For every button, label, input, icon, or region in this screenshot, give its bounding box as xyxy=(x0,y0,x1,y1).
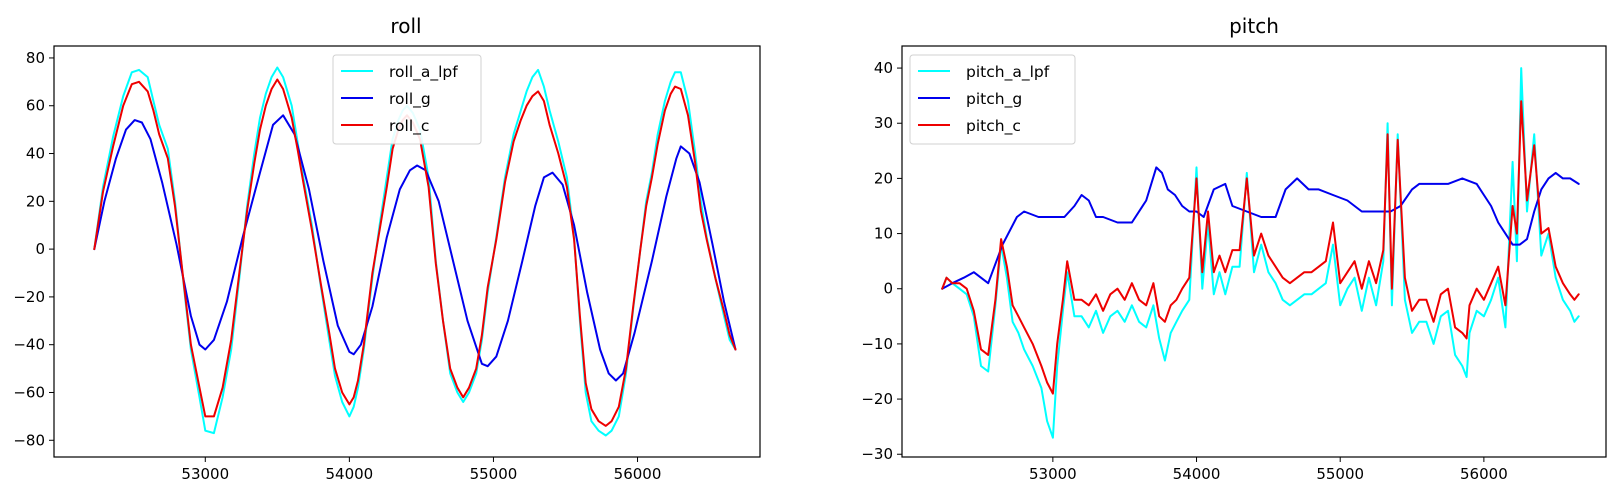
series-pitch_a_lpf xyxy=(941,67,1580,439)
roll-ytick-label: 80 xyxy=(26,49,45,67)
pitch-ytick-label: 20 xyxy=(874,169,893,187)
roll-ytick-label: 40 xyxy=(26,145,45,163)
legend-label-roll_a_lpf: roll_a_lpf xyxy=(389,63,458,82)
series-pitch_c xyxy=(941,100,1580,395)
pitch-xtick-label: 56000 xyxy=(1460,465,1508,483)
roll-ytick-label: −40 xyxy=(13,336,45,354)
pitch-ytick-label: −10 xyxy=(861,335,893,353)
pitch-xtick-label: 53000 xyxy=(1029,465,1077,483)
legend-label-pitch_g: pitch_g xyxy=(966,90,1022,109)
series-pitch_g xyxy=(941,166,1580,290)
pitch-chart-title: pitch xyxy=(1229,14,1279,38)
pitch-series xyxy=(941,67,1580,439)
legend-label-pitch_a_lpf: pitch_a_lpf xyxy=(966,63,1050,82)
pitch-legend: pitch_a_lpf pitch_g pitch_c xyxy=(909,54,1076,145)
pitch-xtick-label: 55000 xyxy=(1316,465,1364,483)
roll-ytick-label: 0 xyxy=(35,240,45,258)
pitch-ytick-label: 10 xyxy=(874,225,893,243)
pitch-axes-frame xyxy=(901,45,1607,458)
roll-xtick-label: 56000 xyxy=(614,465,662,483)
pitch-xtick-label: 54000 xyxy=(1173,465,1221,483)
legend-label-pitch_c: pitch_c xyxy=(966,117,1021,136)
roll-axes-frame xyxy=(53,45,761,458)
roll-legend-box xyxy=(332,54,482,145)
legend-label-roll_g: roll_g xyxy=(389,90,431,109)
series-roll_c xyxy=(93,78,737,427)
pitch-ytick-label: 0 xyxy=(883,280,893,298)
pitch-chart: pitch 53000 54000 55000 56000 −30 −20 −10 0 10 20… xyxy=(861,14,1607,483)
roll-legend: roll_a_lpf roll_g roll_c xyxy=(332,54,482,145)
roll-ytick-label: 60 xyxy=(26,97,45,115)
roll-chart-title: roll xyxy=(390,14,421,38)
roll-xtick-label: 55000 xyxy=(470,465,518,483)
roll-ytick-label: −80 xyxy=(13,431,45,449)
pitch-ytick-label: −20 xyxy=(861,390,893,408)
roll-xtick-label: 54000 xyxy=(326,465,374,483)
pitch-ytick-label: 40 xyxy=(874,59,893,77)
roll-series xyxy=(93,66,737,437)
legend-label-roll_c: roll_c xyxy=(389,117,429,136)
roll-ytick-label: −20 xyxy=(13,288,45,306)
roll-chart: roll 53000 54000 55000 56000 −80 −60 −40 −20 0 20… xyxy=(13,14,761,483)
roll-ticks: 53000 54000 55000 56000 −80 −60 −40 −20 0 20 40 60 8… xyxy=(13,49,661,483)
roll-ytick-label: 20 xyxy=(26,192,45,210)
roll-ytick-label: −60 xyxy=(13,383,45,401)
pitch-ytick-label: −30 xyxy=(861,445,893,463)
roll-xtick-label: 53000 xyxy=(181,465,229,483)
pitch-legend-box xyxy=(909,54,1076,145)
pitch-ticks: 53000 54000 55000 56000 −30 −20 −10 0 10 20 30 40 xyxy=(861,59,1507,483)
pitch-ytick-label: 30 xyxy=(874,114,893,132)
